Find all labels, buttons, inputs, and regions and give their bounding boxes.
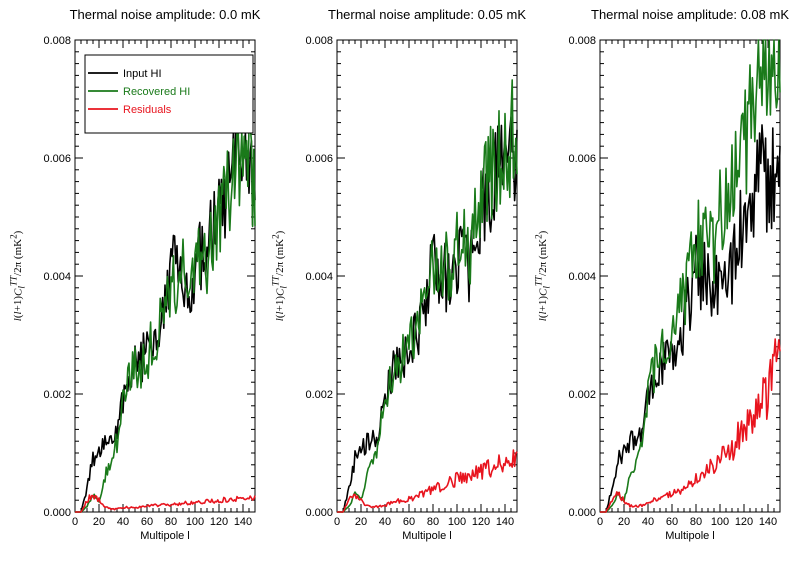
y-axis-label: l(l+1)ClTT/2π (mK2): [269, 230, 288, 322]
series-line-recovered-hi: [600, 39, 781, 513]
panel-3: 0 20 40 60 80 100 120 140 0.000 0.002 0.004 0.006 0.…: [568, 7, 789, 542]
x-tick-label: 80: [427, 516, 439, 528]
y-tick-label: 0.008: [568, 35, 596, 47]
x-tick-label: 0: [334, 516, 340, 528]
y-axis-label: l(l+1)ClTT/2π (mK2): [532, 230, 551, 322]
x-axis-label: Multipole l: [665, 530, 715, 542]
y-tick-label: 0.000: [305, 507, 333, 519]
x-tick-label: 100: [711, 516, 729, 528]
x-tick-label: 140: [234, 516, 252, 528]
panel-title: Thermal noise amplitude: 0.08 mK: [591, 7, 789, 22]
x-tick-label: 40: [642, 516, 654, 528]
y-tick-label: 0.008: [43, 35, 71, 47]
x-tick-label: 120: [210, 516, 228, 528]
series-line-residuals: [75, 494, 256, 513]
y-tick-label: 0.008: [305, 35, 333, 47]
x-tick-label: 0: [597, 516, 603, 528]
y-tick-label: 0.002: [568, 389, 596, 401]
panel-title: Thermal noise amplitude: 0.05 mK: [328, 7, 526, 22]
legend: Input HI Recovered HI Residuals: [84, 54, 254, 134]
x-tick-label: 120: [472, 516, 490, 528]
x-axis-label: Multipole l: [402, 530, 452, 542]
x-tick-label: 100: [448, 516, 466, 528]
x-tick-label: 80: [690, 516, 702, 528]
y-axis-label: l(l+1)ClTT/2π (mK2): [7, 230, 26, 322]
legend-label: Residuals: [123, 104, 172, 116]
panel-2: 0 20 40 60 80 100 120 140 0.000 0.002 0.004 0.006 0.…: [305, 7, 526, 542]
y-tick-label: 0.000: [43, 507, 71, 519]
x-tick-label: 20: [355, 516, 367, 528]
y-tick-label: 0.006: [43, 153, 71, 165]
series-line-recovered-hi: [337, 79, 518, 513]
legend-box: [84, 54, 254, 134]
series-line-residuals: [337, 449, 518, 513]
x-tick-label: 60: [666, 516, 678, 528]
x-tick-label: 60: [403, 516, 415, 528]
series-line-input-hi: [75, 116, 256, 513]
legend-label: Recovered HI: [123, 86, 190, 98]
x-tick-label: 40: [379, 516, 391, 528]
x-tick-label: 140: [759, 516, 777, 528]
series-line-residuals: [600, 338, 781, 513]
x-axis-label: Multipole l: [140, 530, 190, 542]
x-tick-label: 80: [165, 516, 177, 528]
panel-title: Thermal noise amplitude: 0.0 mK: [70, 7, 261, 22]
y-tick-label: 0.004: [43, 271, 71, 283]
x-tick-label: 20: [93, 516, 105, 528]
panel-1: 0 20 40 60 80 100 120 140 0.000 0.002 0.004 0.006 0.…: [43, 7, 260, 542]
x-tick-label: 100: [186, 516, 204, 528]
y-tick-label: 0.002: [305, 389, 333, 401]
x-tick-label: 40: [117, 516, 129, 528]
y-tick-label: 0.006: [568, 153, 596, 165]
y-tick-label: 0.000: [568, 507, 596, 519]
series-line-input-hi: [600, 124, 781, 513]
y-tick-label: 0.004: [305, 271, 333, 283]
series-line-recovered-hi: [75, 125, 256, 513]
legend-label: Input HI: [123, 68, 162, 80]
y-tick-label: 0.004: [568, 271, 596, 283]
x-tick-label: 60: [141, 516, 153, 528]
y-tick-label: 0.002: [43, 389, 71, 401]
x-tick-label: 140: [496, 516, 514, 528]
x-tick-label: 0: [72, 516, 78, 528]
x-tick-label: 120: [735, 516, 753, 528]
y-tick-label: 0.006: [305, 153, 333, 165]
x-tick-label: 20: [618, 516, 630, 528]
